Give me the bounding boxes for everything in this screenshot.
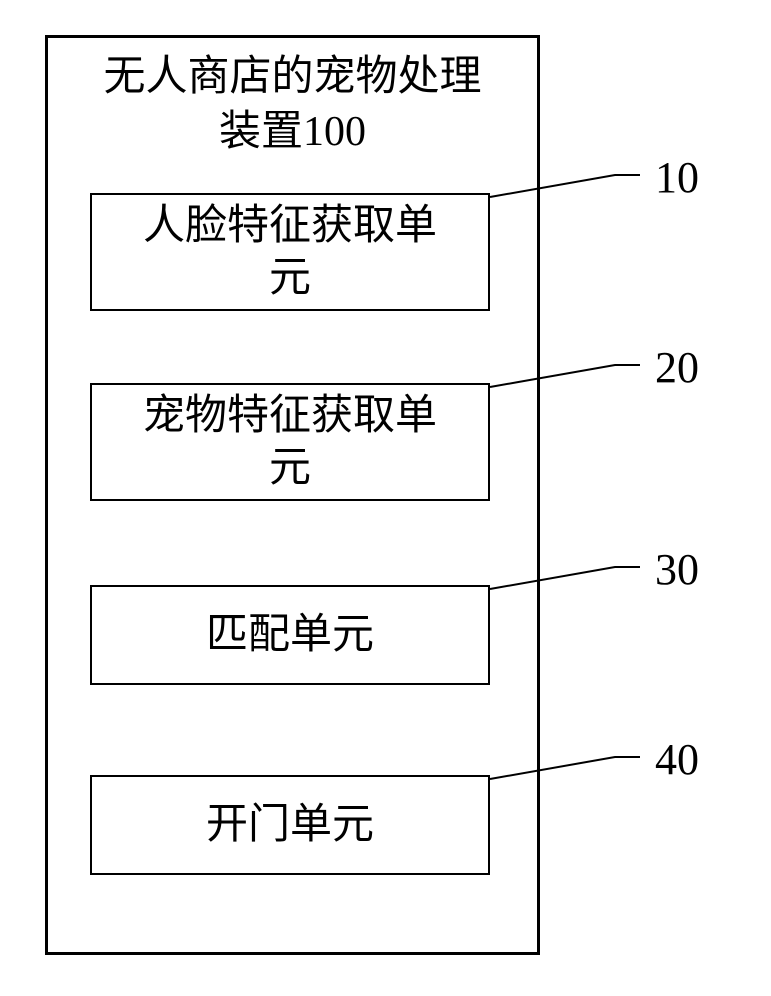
unit-label-line-2: 元 <box>269 255 311 301</box>
unit-label: 匹配单元 <box>206 609 374 662</box>
unit-label: 人脸特征获取单 元 <box>143 200 437 305</box>
unit-label-line-1: 人脸特征获取单 <box>143 203 437 249</box>
diagram-title: 无人商店的宠物处理 装置100 <box>60 50 525 159</box>
diagram-canvas: 无人商店的宠物处理 装置100 人脸特征获取单 元 10 宠物特征获取单 元 2… <box>0 0 771 996</box>
ref-number-40: 40 <box>655 734 699 785</box>
unit-label-line-1: 开门单元 <box>206 802 374 848</box>
unit-label-line-1: 匹配单元 <box>206 612 374 658</box>
ref-number-20: 20 <box>655 342 699 393</box>
unit-label: 宠物特征获取单 元 <box>143 390 437 495</box>
unit-box-open-door: 开门单元 <box>90 775 490 875</box>
title-line-2: 装置100 <box>219 109 366 155</box>
ref-number-30: 30 <box>655 544 699 595</box>
ref-number-10: 10 <box>655 152 699 203</box>
unit-label: 开门单元 <box>206 799 374 852</box>
unit-box-match: 匹配单元 <box>90 585 490 685</box>
unit-box-face-feature: 人脸特征获取单 元 <box>90 193 490 311</box>
unit-label-line-2: 元 <box>269 445 311 491</box>
unit-label-line-1: 宠物特征获取单 <box>143 393 437 439</box>
title-line-1: 无人商店的宠物处理 <box>103 54 481 100</box>
unit-box-pet-feature: 宠物特征获取单 元 <box>90 383 490 501</box>
